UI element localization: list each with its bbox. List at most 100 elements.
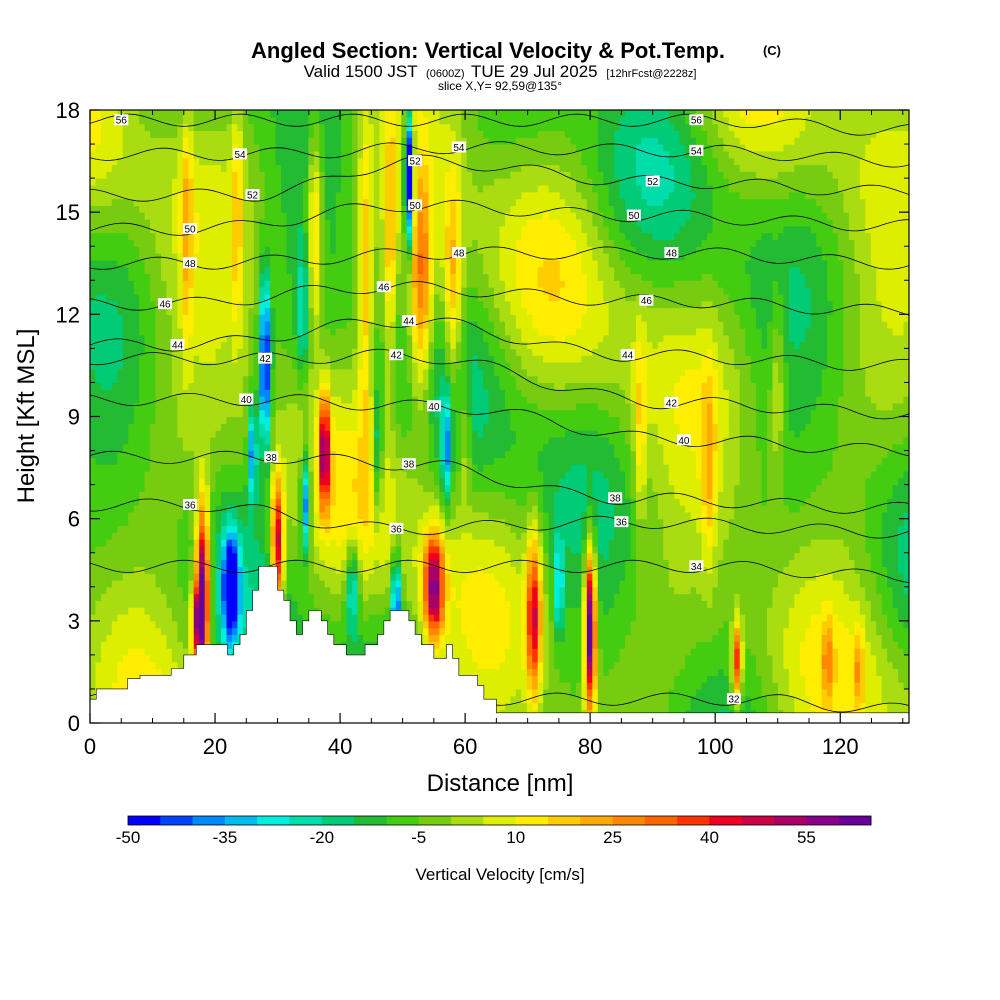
velocity-cell bbox=[313, 586, 320, 595]
velocity-cell bbox=[199, 396, 206, 404]
velocity-cell bbox=[128, 498, 135, 506]
velocity-cell bbox=[188, 171, 195, 179]
velocity-cell bbox=[281, 436, 288, 445]
velocity-cell bbox=[95, 396, 102, 404]
velocity-cell bbox=[368, 212, 375, 220]
velocity-cell bbox=[242, 253, 249, 261]
velocity-cell bbox=[368, 593, 375, 601]
velocity-cell bbox=[308, 457, 315, 465]
velocity-cell bbox=[357, 634, 364, 642]
velocity-cell bbox=[139, 218, 146, 227]
velocity-cell bbox=[292, 218, 299, 227]
velocity-cell bbox=[363, 218, 370, 227]
velocity-cell bbox=[90, 409, 97, 418]
velocity-cell bbox=[155, 518, 162, 527]
velocity-cell bbox=[117, 566, 124, 574]
velocity-cell bbox=[248, 484, 255, 493]
velocity-cell bbox=[144, 545, 151, 554]
velocity-cell bbox=[297, 627, 304, 636]
velocity-cell bbox=[160, 280, 168, 288]
velocity-cell bbox=[286, 246, 293, 254]
velocity-cell bbox=[373, 545, 380, 554]
velocity-cell bbox=[133, 484, 140, 493]
velocity-cell bbox=[308, 150, 315, 159]
velocity-cell bbox=[133, 430, 140, 438]
velocity-cell bbox=[199, 171, 206, 179]
velocity-cell bbox=[160, 409, 168, 418]
velocity-cell bbox=[226, 491, 233, 499]
velocity-cell bbox=[357, 396, 364, 404]
velocity-cell bbox=[160, 334, 168, 343]
velocity-cell bbox=[226, 137, 233, 145]
velocity-cell bbox=[210, 545, 217, 554]
velocity-cell bbox=[368, 464, 375, 472]
velocity-cell bbox=[171, 539, 178, 547]
velocity-cell bbox=[313, 130, 320, 138]
velocity-cell bbox=[133, 178, 140, 186]
velocity-cell bbox=[210, 505, 217, 513]
velocity-cell bbox=[90, 259, 97, 268]
velocity-cell bbox=[133, 402, 140, 411]
velocity-cell bbox=[264, 382, 271, 390]
velocity-cell bbox=[111, 321, 118, 329]
velocity-cell bbox=[341, 164, 348, 172]
velocity-cell bbox=[182, 110, 189, 118]
velocity-cell bbox=[308, 348, 315, 356]
velocity-cell bbox=[302, 457, 309, 465]
velocity-cell bbox=[373, 171, 380, 179]
velocity-cell bbox=[166, 464, 173, 472]
velocity-cell bbox=[281, 130, 288, 138]
velocity-cell bbox=[188, 273, 195, 281]
velocity-cell bbox=[248, 259, 255, 268]
velocity-cell bbox=[231, 246, 239, 254]
velocity-cell bbox=[363, 287, 370, 295]
velocity-cell bbox=[319, 464, 326, 472]
velocity-cell bbox=[231, 470, 239, 479]
velocity-cell bbox=[281, 484, 288, 493]
velocity-cell bbox=[122, 600, 129, 608]
velocity-cell bbox=[237, 273, 244, 281]
velocity-cell bbox=[264, 253, 271, 261]
velocity-cell bbox=[286, 511, 293, 520]
velocity-cell bbox=[384, 559, 391, 567]
velocity-cell bbox=[270, 491, 277, 499]
velocity-cell bbox=[379, 505, 386, 513]
velocity-cell bbox=[242, 443, 249, 452]
velocity-cell bbox=[363, 593, 370, 601]
velocity-cell bbox=[144, 464, 151, 472]
velocity-cell bbox=[292, 443, 299, 452]
velocity-cell bbox=[210, 423, 217, 431]
velocity-cell bbox=[150, 668, 157, 676]
velocity-cell bbox=[302, 212, 309, 220]
velocity-cell bbox=[226, 307, 233, 315]
velocity-cell bbox=[171, 314, 178, 322]
velocity-cell bbox=[150, 259, 157, 268]
velocity-cell bbox=[264, 150, 271, 159]
velocity-cell bbox=[335, 327, 342, 336]
velocity-cell bbox=[231, 273, 239, 281]
velocity-cell bbox=[128, 573, 135, 581]
velocity-cell bbox=[275, 212, 282, 220]
velocity-cell bbox=[319, 491, 326, 499]
velocity-cell bbox=[373, 198, 380, 206]
velocity-cell bbox=[100, 144, 107, 152]
velocity-cell bbox=[139, 144, 146, 152]
velocity-cell bbox=[122, 375, 129, 384]
velocity-cell bbox=[155, 218, 162, 227]
velocity-cell bbox=[215, 321, 222, 329]
velocity-cell bbox=[264, 416, 271, 424]
velocity-cell bbox=[133, 171, 140, 179]
velocity-cell bbox=[90, 539, 97, 547]
velocity-cell bbox=[117, 436, 124, 445]
velocity-cell bbox=[297, 157, 304, 166]
velocity-cell bbox=[106, 355, 113, 363]
velocity-cell bbox=[379, 239, 386, 247]
velocity-cell bbox=[379, 334, 386, 343]
velocity-cell bbox=[210, 293, 217, 302]
velocity-cell bbox=[357, 436, 364, 445]
velocity-cell bbox=[231, 157, 239, 166]
velocity-cell bbox=[231, 212, 239, 220]
velocity-cell bbox=[117, 491, 124, 499]
velocity-cell bbox=[177, 334, 184, 343]
velocity-cell bbox=[90, 430, 97, 438]
